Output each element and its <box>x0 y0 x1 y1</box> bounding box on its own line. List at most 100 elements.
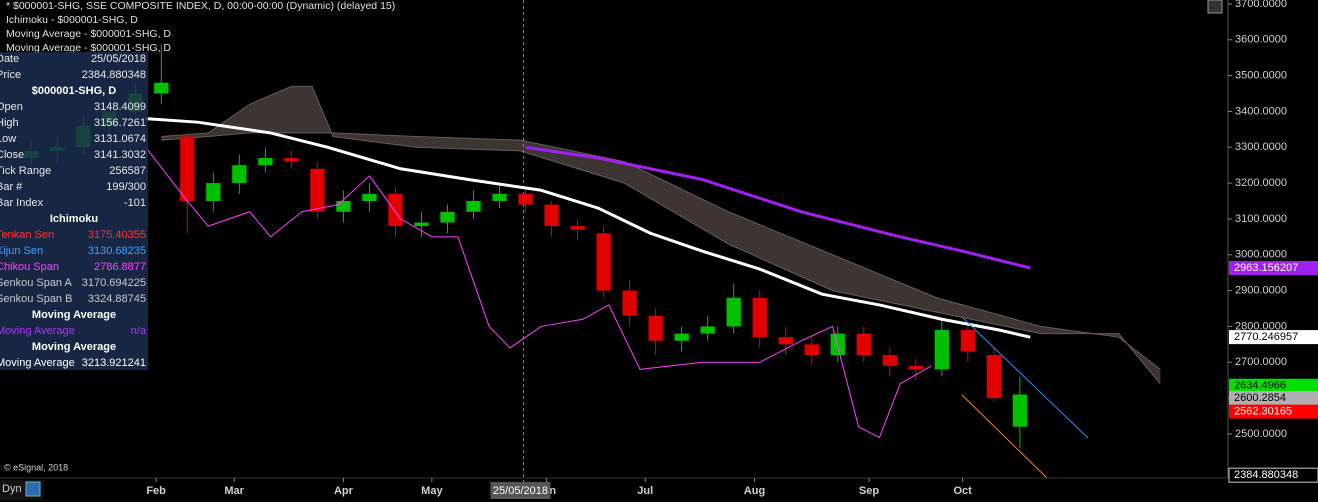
y-tick-label: 3000.0000 <box>1235 249 1287 261</box>
panel-label: Moving Average <box>0 357 75 369</box>
candle-body <box>232 165 247 184</box>
candle-body <box>336 201 351 212</box>
footer-icon[interactable] <box>25 481 41 497</box>
copyright: © eSignal, 2018 <box>4 462 68 472</box>
price-label: 2562.30165 <box>1234 406 1292 418</box>
price-label-box <box>1229 378 1318 393</box>
candle-body <box>518 193 533 205</box>
y-tick-label: 2800.0000 <box>1235 320 1287 332</box>
price-label-box <box>1229 330 1318 345</box>
panel-value: 2384.880348 <box>82 69 146 81</box>
y-tick-label: 3700.0000 <box>1235 0 1287 10</box>
y-tick-label: 3300.0000 <box>1235 141 1287 153</box>
panel-heading: Ichimoku <box>50 213 98 225</box>
candle-body <box>648 315 663 341</box>
indicator-line <box>145 117 1031 339</box>
candle-body <box>778 337 793 345</box>
panel-label: Price <box>0 69 21 81</box>
cursor-label-box <box>490 482 551 499</box>
candle-body <box>960 330 975 352</box>
price-label: 2600.2854 <box>1234 392 1286 404</box>
panel-label: Tenkan Sen <box>0 229 54 241</box>
x-tick-label: Mar <box>224 485 244 497</box>
panel-heading: $000001-SHG, D <box>32 85 116 97</box>
y-tick-label: 3400.0000 <box>1235 105 1287 117</box>
candle-body <box>414 222 429 227</box>
price-label: 2770.246957 <box>1234 331 1298 343</box>
candle-body <box>310 168 325 212</box>
header: * $000001-SHG, SSE COMPOSITE INDEX, D, 0… <box>6 0 395 54</box>
panel-label: Bar Index <box>0 197 44 209</box>
candle-body <box>466 201 481 212</box>
candle-body <box>700 326 715 334</box>
dyn-button[interactable]: Dyn <box>2 483 22 495</box>
y-tick-label: 3600.0000 <box>1235 34 1287 46</box>
panel-label: Senkou Span A <box>0 277 73 289</box>
panel-value: n/a <box>131 325 147 337</box>
panel-heading: Moving Average <box>32 341 116 353</box>
window-button[interactable] <box>1207 0 1223 14</box>
candle-body <box>856 333 871 356</box>
candle-body <box>206 183 221 202</box>
panel-value: 3170.694225 <box>82 277 146 289</box>
x-tick-label: Aug <box>744 485 765 497</box>
price-label: 2634.4966 <box>1234 380 1286 392</box>
panel-value: 3148.4099 <box>94 101 146 113</box>
panel-label: Senkou Span B <box>0 293 72 305</box>
candle-body <box>492 193 507 202</box>
panel-label: Low <box>0 133 16 145</box>
panel-value: 3130.68235 <box>88 245 146 257</box>
panel-label: Moving Average <box>0 325 75 337</box>
panel-value: 199/300 <box>106 181 146 193</box>
panel-value: 3175.40355 <box>88 229 146 241</box>
panel-value: 3141.3032 <box>94 149 146 161</box>
candle-body <box>804 344 819 356</box>
candle-body <box>908 365 923 370</box>
header-line: Moving Average - $000001-SHG, D <box>6 28 171 40</box>
price-label-box <box>1229 404 1318 419</box>
candle-body <box>258 158 273 166</box>
header-line: Moving Average - $000001-SHG, D <box>6 42 171 54</box>
panel-label: Bar # <box>0 181 23 193</box>
trendline <box>962 317 1089 439</box>
panel-value: 2786.8877 <box>94 261 146 273</box>
candle-body <box>726 297 741 327</box>
cursor-label: 25/05/2018 <box>493 485 548 497</box>
y-tick-label: 2500.0000 <box>1235 428 1287 440</box>
candle-body <box>830 333 845 356</box>
x-tick-label: Apr <box>334 485 354 497</box>
price-label: 2963.156207 <box>1234 262 1298 274</box>
y-tick-label: 3500.0000 <box>1235 70 1287 82</box>
candle-body <box>674 333 689 341</box>
panel-value: 3156.7261 <box>94 117 146 129</box>
candle-body <box>882 355 897 366</box>
price-label-box <box>1229 260 1318 275</box>
price-label: 2384.880348 <box>1234 469 1298 481</box>
candle-body <box>570 226 585 230</box>
panel-label: Tick Range <box>0 165 51 177</box>
x-tick-label: May <box>421 485 443 497</box>
indicator-line <box>145 146 932 439</box>
panel-value: 3131.0674 <box>94 133 146 145</box>
panel-value: -101 <box>124 197 146 209</box>
panel-label: Chikou Span <box>0 261 59 273</box>
panel-value: 3324.88745 <box>88 293 146 305</box>
cloud-edge <box>161 85 1161 385</box>
x-tick-label: Jul <box>637 485 653 497</box>
x-tick-label: Oct <box>953 485 972 497</box>
candle-body <box>596 233 611 291</box>
candle-body <box>986 355 1002 399</box>
candle-body <box>388 193 403 227</box>
indicator-line <box>525 145 1031 270</box>
y-tick-label: 3100.0000 <box>1235 213 1287 225</box>
header-line: * $000001-SHG, SSE COMPOSITE INDEX, D, 0… <box>6 0 395 12</box>
y-tick-label: 2900.0000 <box>1235 285 1287 297</box>
price-label-box <box>1229 390 1318 405</box>
panel-bg <box>0 52 148 370</box>
candle-body <box>154 82 169 94</box>
candle-body <box>1012 394 1028 427</box>
